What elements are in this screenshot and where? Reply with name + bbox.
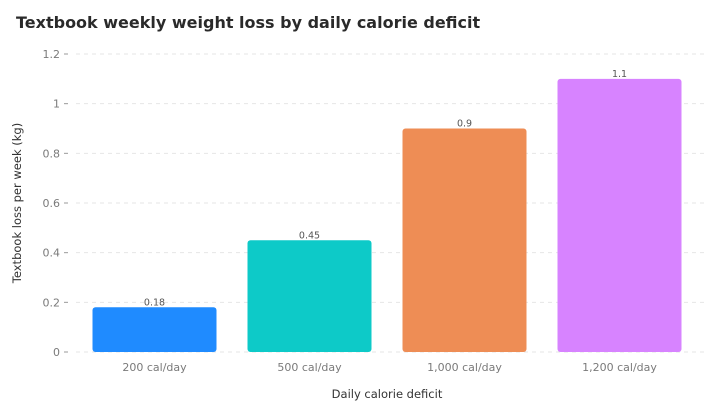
- y-tick-label: 1.2: [43, 48, 61, 61]
- data-label: 0.18: [144, 297, 165, 308]
- bar: [247, 240, 372, 352]
- x-axis-title: Daily calorie deficit: [332, 387, 443, 401]
- bar: [557, 78, 682, 352]
- y-axis-title: Textbook loss per week (kg): [10, 123, 24, 284]
- y-tick-label: 1: [53, 98, 60, 111]
- data-label: 0.9: [457, 119, 472, 130]
- x-tick-label: 1,200 cal/day: [582, 361, 657, 374]
- x-tick-label: 500 cal/day: [277, 361, 342, 374]
- chart-title: Textbook weekly weight loss by daily cal…: [16, 13, 481, 32]
- data-label: 0.45: [299, 230, 320, 241]
- y-tick-label: 0: [53, 346, 60, 359]
- bar: [402, 128, 527, 352]
- x-tick-label: 200 cal/day: [122, 361, 187, 374]
- y-tick-label: 0.8: [43, 147, 61, 160]
- y-tick-label: 0.2: [43, 296, 61, 309]
- data-labels: 0.18 0.45 0.9 1.1: [144, 69, 627, 308]
- y-axis-ticks: 0 0.2 0.4 0.6 0.8 1 1.2: [43, 48, 68, 359]
- y-tick-label: 0.4: [43, 247, 61, 260]
- data-label: 1.1: [612, 69, 627, 80]
- x-tick-label: 1,000 cal/day: [427, 361, 502, 374]
- x-axis-ticks: 200 cal/day 500 cal/day 1,000 cal/day 1,200…: [122, 361, 657, 374]
- bars: [92, 78, 682, 352]
- y-tick-label: 0.6: [43, 197, 61, 210]
- bar: [92, 307, 217, 352]
